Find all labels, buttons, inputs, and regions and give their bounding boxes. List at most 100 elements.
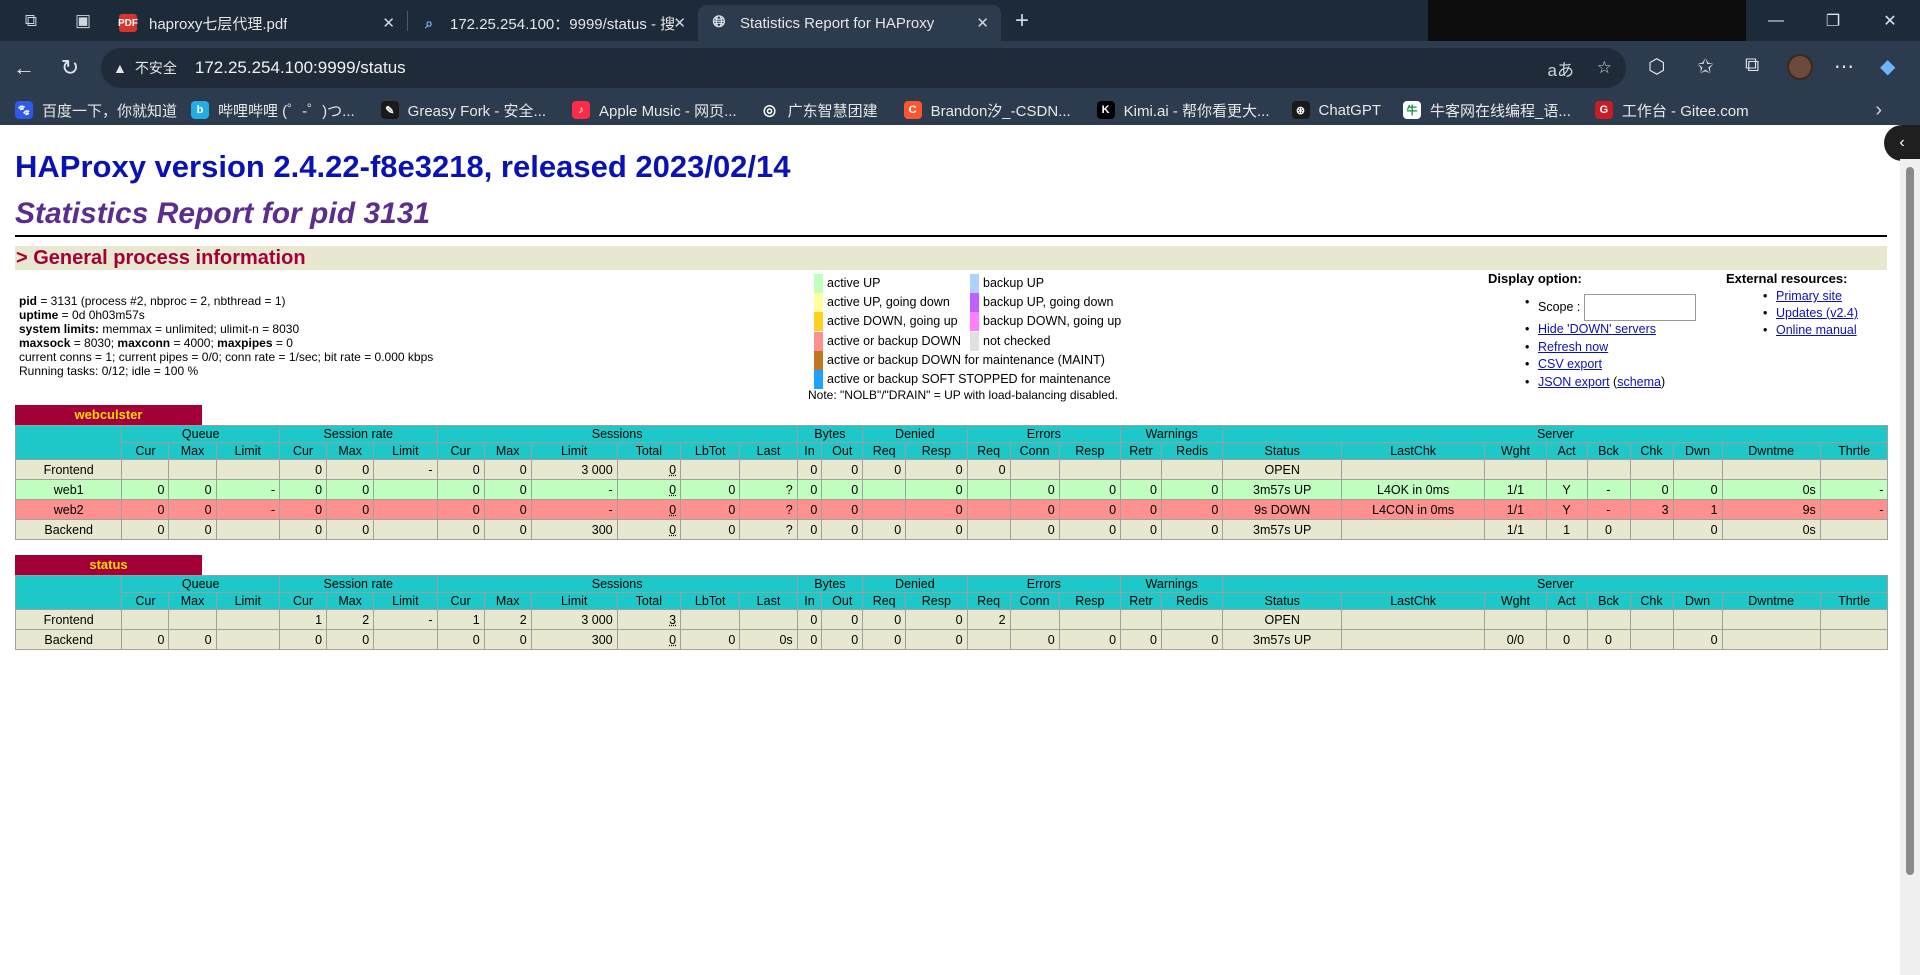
extensions-icon[interactable]: ⬡ [1648, 56, 1666, 78]
tab-search[interactable]: ⌕ 172.25.254.100：9999/status - 搜 ✕ [408, 5, 698, 41]
group-header: Sessions [436, 575, 798, 593]
bookmark-item[interactable]: b 哔哩哔哩 (゜-゜)つ... [191, 100, 355, 121]
legend-item: backup UP [970, 274, 1121, 294]
close-icon[interactable]: ✕ [673, 15, 686, 32]
bookmark-item[interactable]: K Kimi.ai - 帮你看更大... [1096, 100, 1270, 121]
table-cell: 0 [1160, 479, 1224, 500]
table-cell: 0 [796, 609, 823, 630]
close-icon[interactable]: ✕ [976, 15, 989, 32]
column-header: Last [739, 442, 798, 460]
collections-icon[interactable]: ⧉ [1745, 54, 1760, 76]
schema-link[interactable]: schema [1617, 374, 1661, 389]
more-menu-icon[interactable]: ⋯ [1834, 56, 1854, 78]
table-cell [121, 609, 170, 630]
minimize-icon[interactable]: — [1768, 11, 1784, 29]
insecure-label[interactable]: 不安全 [134, 60, 177, 76]
bookmark-item[interactable]: ✎ Greasy Fork - 安全... [380, 100, 546, 121]
proxy-name-status[interactable]: status [15, 555, 202, 575]
read-aloud-icon[interactable]: aあ [1547, 60, 1574, 80]
table-row[interactable]: Frontend 0 0-0 0 3 000 0 0 0 0 0 0 OPEN [14, 459, 1889, 480]
workspaces-icon[interactable]: ⧉ [24, 10, 38, 30]
bookmark-item[interactable]: ⊛ ChatGPT [1291, 101, 1381, 119]
online-manual-link[interactable]: Online manual [1776, 323, 1857, 337]
column-header: Cur [278, 592, 328, 610]
table-cell: - [530, 479, 618, 500]
table-cell [373, 629, 438, 650]
table-cell [1484, 459, 1547, 480]
table-cell: OPEN [1222, 609, 1343, 630]
primary-site-link[interactable]: Primary site [1776, 289, 1842, 303]
maxpipes-value: = 0 [272, 336, 293, 351]
bookmark-item[interactable]: ♪ Apple Music - 网页... [572, 100, 737, 121]
bookmark-item[interactable]: ◎ 广东智慧团建 [761, 100, 878, 121]
column-header: Cur [436, 442, 485, 460]
url-field[interactable]: ▲ 不安全 172.25.254.100:9999/status aあ ☆ [101, 48, 1626, 88]
new-tab-icon[interactable]: + [1015, 6, 1030, 34]
favorite-star-icon[interactable]: ☆ [1596, 58, 1612, 77]
back-icon[interactable]: ← [13, 55, 35, 80]
proxy-name-webculster[interactable]: webculster [15, 405, 202, 425]
column-header: Dwn [1672, 592, 1723, 610]
copilot-icon[interactable]: ◆ [1880, 56, 1896, 78]
table-row[interactable]: Frontend 1 2-1 2 3 000 3 0 0 0 0 2 OPEN [14, 609, 1889, 630]
profile-avatar[interactable] [1787, 54, 1813, 80]
table-cell: 9s [1721, 499, 1821, 520]
close-icon[interactable]: ✕ [382, 15, 395, 32]
scope-input[interactable] [1584, 294, 1697, 321]
row-name[interactable]: web2 [14, 499, 123, 520]
sidebar-toggle-icon[interactable]: ‹ [1884, 125, 1920, 161]
favorites-icon[interactable]: ✩ [1697, 56, 1714, 78]
table-row[interactable]: web2 0 0-0 0 0 0-0 0? 0 0 0 0 0 0 0 9s DOWN L4CON in 0m… [14, 499, 1889, 520]
hide-down-servers-link[interactable]: Hide 'DOWN' servers [1538, 322, 1656, 336]
table-cell [215, 459, 280, 480]
table-cell: 0 [1586, 519, 1631, 540]
table-cell: 9s DOWN [1222, 499, 1343, 520]
table-row[interactable]: Backend 0 0 0 0 0 0 300 0 0? 0 0 0 0 0 0 0 0 3m57s UP 1/1 1 0… [14, 519, 1889, 540]
table-cell [1120, 609, 1162, 630]
json-export-link[interactable]: JSON export [1538, 374, 1610, 389]
table-cell: 0 [121, 519, 170, 540]
maximize-icon[interactable]: ❐ [1825, 12, 1841, 30]
pdf-icon: PDF [118, 14, 138, 32]
bookmark-item[interactable]: 🐾︎ 百度一下，你就知道 [15, 100, 177, 121]
vertical-tabs-icon[interactable]: ▣ [74, 10, 92, 30]
table-cell: ? [739, 519, 798, 540]
row-name[interactable]: Backend [14, 519, 123, 540]
table-cell: 0 [1058, 499, 1122, 520]
pid-value: = 3131 (process #2, nbproc = 2, nbthread… [37, 294, 286, 308]
table-cell: 0 [1545, 629, 1588, 650]
legend-left: active UP active UP, going down active DOW… [814, 274, 1111, 390]
bookmark-label: 哔哩哔哩 (゜-゜)つ... [218, 102, 355, 120]
tab-haproxy-stats[interactable]: 🌐︎ Statistics Report for HAProxy ✕ [698, 5, 1001, 41]
chevron-right-icon[interactable]: › [1875, 98, 1882, 121]
table-row[interactable]: Backend 0 0 0 0 0 0 300 0 0 0s 0 0 0 0 0 0 0 0 3m57s UP 0/0 0… [14, 629, 1889, 650]
column-header: Max [168, 592, 217, 610]
csv-export-link[interactable]: CSV export [1538, 357, 1602, 372]
legend-item: active UP [814, 274, 1111, 294]
row-name[interactable]: Frontend [14, 459, 123, 480]
table-cell: 0 [278, 519, 328, 540]
bookmark-label: 牛客网在线编程_语... [1430, 102, 1571, 120]
table-cell [1629, 519, 1674, 540]
row-name[interactable]: Backend [14, 629, 123, 650]
scrollbar-thumb[interactable] [1906, 167, 1914, 875]
table-cell: 0 [796, 479, 823, 500]
row-name[interactable]: Frontend [14, 609, 123, 630]
updates-link[interactable]: Updates (v2.4) [1776, 306, 1858, 320]
url-text[interactable]: 172.25.254.100:9999/status [194, 58, 406, 77]
tab-label: haproxy七层代理.pdf [149, 15, 288, 33]
row-name[interactable]: web1 [14, 479, 123, 500]
bookmark-item[interactable]: 牛牛客网在线编程_语... [1403, 100, 1571, 121]
refresh-icon[interactable]: ↻ [60, 55, 80, 80]
close-window-icon[interactable]: ✕ [1883, 12, 1897, 30]
refresh-now-link[interactable]: Refresh now [1538, 339, 1609, 354]
table-row[interactable]: web1 0 0-0 0 0 0-0 0? 0 0 0 0 0 0 0 3m57s UP L4OK in 0m… [14, 479, 1889, 500]
table-cell: 0 [1672, 629, 1723, 650]
bookmark-item[interactable]: C Brandon汐_-CSDN... [903, 100, 1071, 121]
tab-pdf[interactable]: PDF haproxy七层代理.pdf ✕ [107, 5, 407, 41]
table-cell: 0 [796, 499, 823, 520]
column-header: Last [739, 592, 798, 610]
scrollbar[interactable] [1900, 159, 1920, 975]
bookmark-item[interactable]: G 工作台 - Gitee.com [1594, 100, 1749, 121]
table-cell [1341, 459, 1486, 480]
